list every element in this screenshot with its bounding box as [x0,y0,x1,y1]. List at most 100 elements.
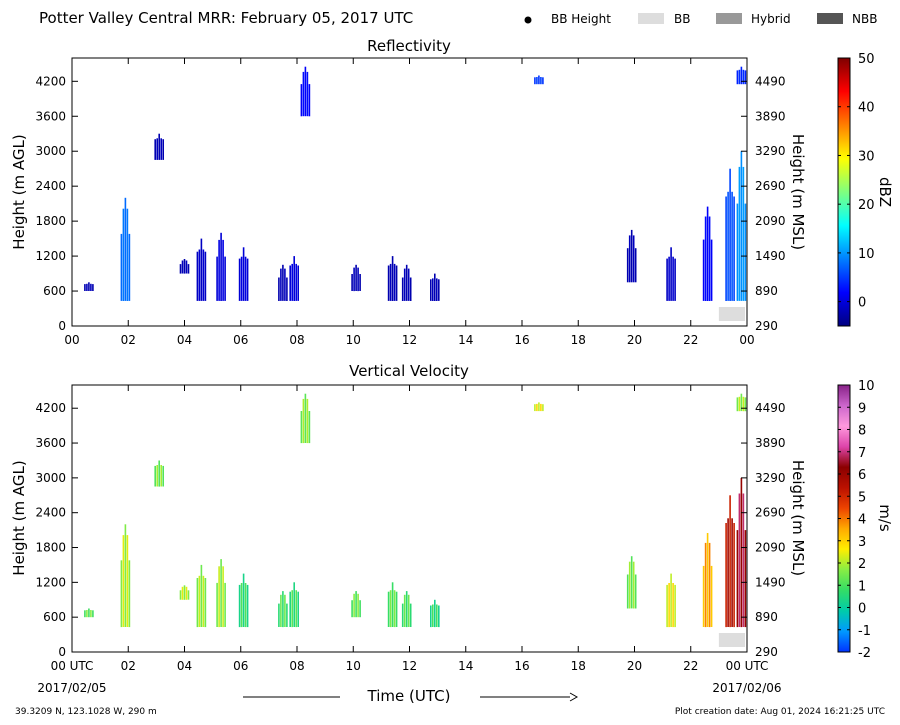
vertical-velocity-echo-streak [84,610,86,618]
reflectivity-echo-streak [179,264,182,274]
vertical-velocity-echo [736,477,747,628]
reflectivity-echo [626,229,637,283]
vertical-velocity-echo [84,608,94,618]
vertical-velocity-echo-streak [395,591,398,627]
reflectivity-echo-streak [742,166,745,301]
vertical-velocity-y-tick-label-right: 3890 [755,436,786,450]
vertical-velocity-echo-streak [706,533,709,627]
x-axis-label: Time (UTC) [367,687,451,705]
reflectivity-echo-streak [534,77,536,85]
vertical-velocity-echo-streak [391,582,394,627]
reflectivity-echo [289,256,299,301]
vertical-velocity-echo-streak [238,584,241,628]
vertical-velocity-echo-streak [185,586,188,600]
vertical-velocity-echo [401,591,412,628]
vertical-velocity-echo-streak [742,493,745,627]
vertical-velocity-echo-streak [304,393,307,443]
vertical-velocity-echo-streak [666,584,668,628]
vertical-velocity-echo-streak [403,594,406,627]
vertical-velocity-echo-streak [295,590,297,628]
vertical-velocity-echo-streak [351,600,353,618]
vertical-velocity-echo-streak [353,593,355,618]
reflectivity-echo-streak [710,239,713,301]
start-date-label: 2017/02/05 [37,681,106,695]
vertical-velocity-echo-streak [88,608,90,618]
vertical-velocity-echo-streak [308,411,311,444]
reflectivity-echo-streak [634,248,637,283]
vertical-velocity-echo-streak [284,594,286,627]
vertical-velocity-echo [179,585,190,600]
vertical-velocity-y-tick-label-right: 1490 [755,575,786,589]
vertical-velocity-title: Vertical Velocity [349,362,469,380]
vertical-velocity-echo-streak [432,604,434,627]
reflectivity-echo-streak [156,138,158,160]
end-date-label: 2017/02/06 [712,681,781,695]
vertical-velocity-echo-streak [405,591,408,628]
reflectivity-y-tick-label: 1800 [35,214,66,228]
vertical-velocity-echo-streak [202,575,205,627]
vertical-velocity-ylabel: Height (m AGL) [10,460,28,575]
vertical-velocity-echo-streak [736,397,739,412]
vertical-velocity-echo-streak [355,591,357,618]
vertical-velocity-echo-streak [393,590,396,628]
legend-swatch-hybrid [716,13,742,24]
vertical-velocity-colorbar-tick-label: 5 [858,490,866,505]
reflectivity-echo-streak [218,239,220,301]
reflectivity-colorbar-tick-label: 40 [858,101,875,116]
reflectivity-colorbar: 0 10 20 30 40 50 [837,52,875,327]
reflectivity-echo-streak [401,277,404,301]
reflectivity-echo-streak [238,258,241,301]
vertical-velocity-echo-streak [282,591,284,628]
vertical-velocity-echo-streak [218,566,220,628]
vertical-velocity-echo-streak [740,393,743,412]
vertical-velocity-echo-streak [204,578,207,628]
vertical-velocity-colorbar-tick-label: -2 [858,646,871,661]
vertical-velocity-echo-streak [407,594,410,627]
vertical-velocity-echo-streak [154,465,156,487]
reflectivity-echo [84,282,94,291]
vertical-velocity-echo-streak [183,585,186,600]
vertical-velocity-echo-streak [434,599,436,628]
reflectivity-echo-streak [542,77,544,85]
vertical-velocity-echo-streak [538,402,540,412]
vertical-velocity-echo-streak [198,575,201,627]
vertical-velocity-panel: Vertical Velocity Height (m AGL) Height … [10,362,894,673]
reflectivity-echo [238,247,249,301]
vertical-velocity-echo [736,393,747,412]
vertical-velocity-echo-streak [242,573,245,627]
reflectivity-echo-streak [154,139,156,160]
vertical-velocity-y-tick-label-right: 890 [755,610,778,624]
reflectivity-echo-streak [246,258,249,301]
vertical-velocity-echo-streak [300,411,303,444]
reflectivity-y-tick-label: 1200 [35,249,66,263]
reflectivity-echo-streak [632,235,635,283]
time-arrow-head [569,692,579,702]
vertical-velocity-echo-streak [702,565,705,627]
vertical-velocity-echo-streak [306,398,309,444]
vertical-velocity-echo-streak [286,603,288,627]
reflectivity-title: Reflectivity [367,37,451,55]
reflectivity-echo-streak [240,256,243,301]
reflectivity-y-tick-label-right: 2690 [755,179,786,193]
reflectivity-echo [401,264,412,301]
reflectivity-echo-streak [742,69,745,85]
vertical-velocity-echo-streak [120,560,123,628]
reflectivity-echo [196,238,207,301]
reflectivity-echo-streak [393,263,396,301]
vertical-velocity-echo-streak [128,560,131,628]
station-location: 39.3209 N, 123.1028 W, 290 m [15,707,157,717]
vertical-velocity-echo [351,591,361,618]
reflectivity-echo-streak [216,256,218,301]
reflectivity-echo-streak [731,191,733,301]
vertical-velocity-echo [289,582,299,628]
reflectivity-colorbar-tick-label: 10 [858,247,875,262]
reflectivity-y-tick-label-right: 3890 [755,109,786,123]
reflectivity-x-tick-label: 22 [683,333,698,347]
reflectivity-x-tick-label: 04 [177,333,192,347]
reflectivity-echo-streak [409,277,412,301]
reflectivity-echo-streak [124,197,127,301]
legend-label-hybrid: Hybrid [751,12,791,26]
vertical-velocity-x-tick-label: 08 [289,659,304,673]
